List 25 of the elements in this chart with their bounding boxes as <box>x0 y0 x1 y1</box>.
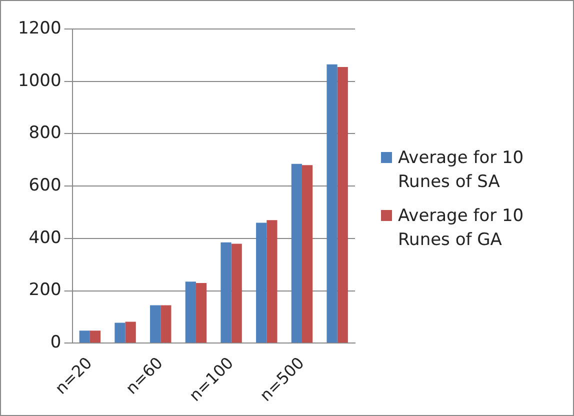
y-tick-label: 1000 <box>18 70 62 91</box>
bar <box>291 164 302 343</box>
bar <box>326 64 338 343</box>
bar <box>266 220 278 343</box>
y-tick-label: 600 <box>28 176 62 196</box>
y-tick-label: 200 <box>28 280 62 300</box>
legend-label: Average for 10 Runes of SA <box>398 147 525 194</box>
y-tick-label: 800 <box>28 123 62 144</box>
bar <box>125 322 136 343</box>
bar <box>256 222 267 343</box>
bar <box>79 330 90 343</box>
bar <box>150 305 161 343</box>
bar <box>90 330 101 343</box>
y-tick-label: 0 <box>50 332 62 353</box>
y-tick-label: 1200 <box>18 18 62 38</box>
y-tick-label: 400 <box>28 228 62 248</box>
bar <box>337 66 348 343</box>
bar <box>231 244 242 343</box>
bar <box>160 305 172 343</box>
legend-label: Average for 10 Runes of GA <box>398 205 525 252</box>
bar <box>114 322 126 343</box>
bar <box>220 242 232 343</box>
bar <box>196 282 207 343</box>
bar <box>302 165 313 343</box>
bar <box>185 282 196 343</box>
